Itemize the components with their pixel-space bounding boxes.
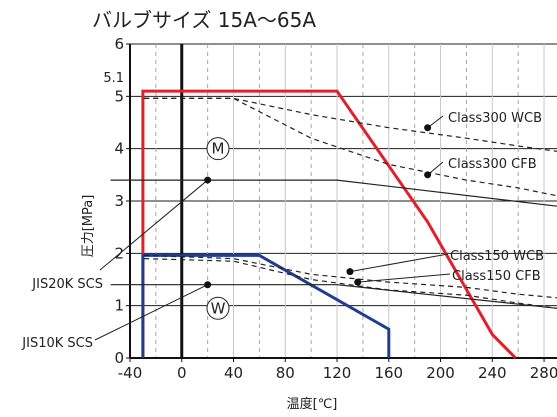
annotation-dot-class150-wcb (346, 268, 354, 276)
region-marker-circle-w (206, 296, 230, 320)
annotation-leader-class150-cfb (357, 273, 451, 283)
x-tick-label: 160 (374, 364, 403, 382)
grid-layer (130, 43, 557, 358)
annotation-dot-class300-wcb (424, 124, 432, 132)
annotation-label-class300-cfb: Class300 CFB (448, 157, 537, 172)
chart-title: バルブサイズ 15A〜65A (92, 8, 316, 32)
series-line-class300-cfb (144, 97, 557, 197)
x-tick-label: 200 (426, 364, 455, 382)
region-marker-label-m: M (212, 140, 225, 158)
x-tick-label: 240 (478, 364, 507, 382)
x-tick-label: 120 (323, 364, 352, 382)
series-line-w (141, 253, 391, 358)
series-line-class150-wcb (144, 254, 557, 299)
series-line-m (141, 89, 517, 360)
x-tick-label: 80 (276, 364, 295, 382)
annotation-label-class300-wcb: Class300 WCB (448, 111, 542, 126)
series-line-class300-wcb (144, 97, 557, 152)
annotation-layer: Class300 WCB Class300 CFB Class150 WCB Clas… (21, 111, 544, 351)
y-tick-label: 6 (114, 35, 124, 53)
series-line-jis20k-scs (110, 179, 557, 207)
axes-layer: -400408012016020024028001234565.1 (103, 35, 557, 382)
y-max-marker-label: 5.1 (103, 71, 124, 86)
y-tick-label: 0 (114, 349, 124, 367)
y-tick-label: 3 (114, 192, 124, 210)
x-axis-title: 温度[℃] (287, 396, 338, 412)
y-tick-label: 4 (114, 140, 124, 158)
annotation-label-class150-cfb: Class150 CFB (452, 269, 541, 284)
x-tick-label: 40 (224, 364, 243, 382)
annotation-dot-jis10k-scs (204, 281, 212, 289)
y-tick-label: 1 (114, 297, 124, 315)
x-tick-label: -40 (118, 364, 143, 382)
series-layer (110, 89, 557, 360)
region-marker-circle-m (206, 137, 230, 161)
annotation-leader-class150-wcb (349, 253, 449, 273)
annotation-label-class150-wcb: Class150 WCB (450, 249, 544, 264)
y-axis-title: 圧力[MPa] (81, 195, 96, 258)
annotation-leader-jis10k-scs (94, 284, 208, 341)
annotation-leader-jis20k-scs (99, 179, 208, 271)
y-tick-label: 5 (114, 87, 124, 105)
annotation-label-jis10k-scs: JIS10K SCS (21, 336, 93, 351)
series-line-jis10k-scs (110, 284, 557, 309)
annotation-label-jis20k-scs: JIS20K SCS (31, 277, 103, 292)
annotation-dot-jis20k-scs (204, 176, 212, 184)
x-tick-label: 0 (177, 364, 187, 382)
annotation-dot-class150-cfb (354, 278, 362, 286)
annotation-dot-class300-cfb (424, 171, 432, 179)
x-tick-label: 280 (530, 364, 557, 382)
region-marker-label-w: W (211, 299, 226, 317)
